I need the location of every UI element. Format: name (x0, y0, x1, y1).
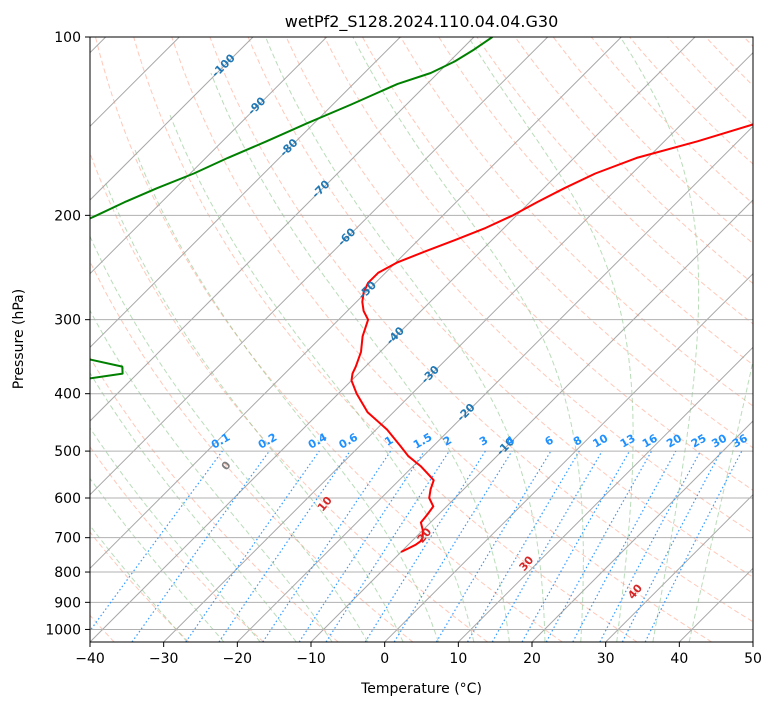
y-tick-label: 600 (54, 491, 81, 507)
y-tick-label: 200 (54, 208, 81, 224)
y-tick-label: 100 (54, 30, 81, 46)
y-tick-label: 400 (54, 387, 81, 403)
x-tick-label: 30 (597, 651, 615, 667)
x-tick-label: −20 (223, 651, 253, 667)
y-axis-label: Pressure (hPa) (11, 289, 27, 389)
y-tick-label: 900 (54, 595, 81, 611)
x-tick-label: −30 (149, 651, 179, 667)
x-tick-label: 10 (449, 651, 467, 667)
chart-title: wetPf2_S128.2024.110.04.04.G30 (285, 12, 559, 32)
y-tick-label: 300 (54, 313, 81, 329)
x-tick-label: 40 (670, 651, 688, 667)
y-tick-label: 500 (54, 444, 81, 460)
y-tick-label: 1000 (45, 622, 81, 638)
x-tick-label: 0 (380, 651, 389, 667)
y-tick-label: 700 (54, 531, 81, 547)
y-tick-label: 800 (54, 565, 81, 581)
x-tick-label: 50 (744, 651, 762, 667)
x-tick-label: −10 (296, 651, 326, 667)
x-axis-label: Temperature (°C) (360, 681, 482, 697)
x-tick-label: 20 (523, 651, 541, 667)
x-tick-label: −40 (75, 651, 105, 667)
